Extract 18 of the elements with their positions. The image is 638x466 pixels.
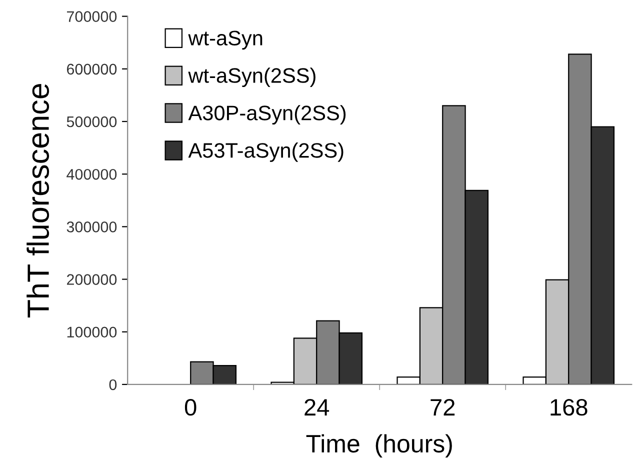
y-tick-label: 500000 [66,116,117,128]
y-axis-title: ThT fluorescence [26,84,50,318]
y-tick-label: 600000 [66,64,117,75]
y-tick-label: 100000 [67,326,117,338]
legend-label: A30P-aSyn(2SS) [188,105,346,124]
legend-label: wt-aSyn(2SS) [188,68,316,88]
legend-label: wt-aSyn [188,30,262,50]
x-tick-label: 24 [304,398,330,416]
y-tick-label: 300000 [66,222,117,232]
y-tick-label: 0 [109,379,117,390]
y-tick-label: 700000 [66,11,117,22]
x-tick-label: 72 [430,398,455,416]
y-tick-label: 400000 [66,168,117,180]
y-tick-label: 200000 [66,274,117,285]
x-tick-label: 168 [550,398,588,416]
x-tick-label: 0 [184,398,196,416]
legend-label: A53T-aSyn(2SS) [188,142,344,162]
x-axis-title: Time (hours) [306,434,452,458]
